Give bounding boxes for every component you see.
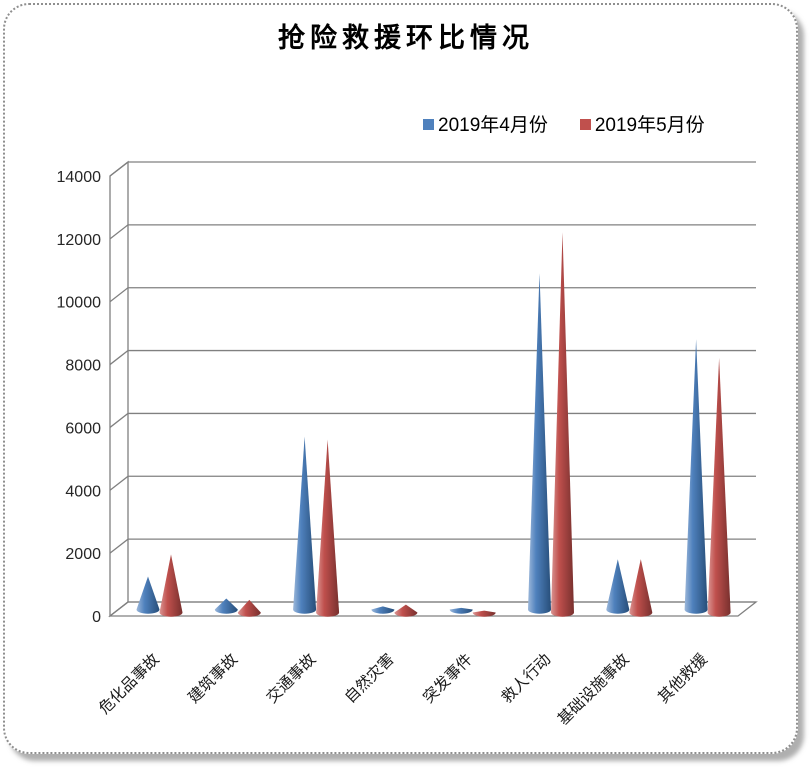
y-axis-label-12000: 12000 [57,232,102,249]
cone-series1-交通事故 [316,439,340,617]
y-tick-6000 [109,412,129,428]
y-tick-12000 [109,224,129,240]
y-tick-4000 [109,475,129,491]
y-axis-label-6000: 6000 [65,420,101,437]
cone-series0-其他救援 [684,339,708,614]
chart-title: 抢险救援环比情况 [278,23,534,54]
cone-series0-交通事故 [293,436,317,614]
x-axis-label-6: 基础设施事故 [554,650,632,728]
cone-series1-其他救援 [707,357,731,617]
cone-series1-救人行动 [551,232,574,617]
y-tick-14000 [109,161,129,177]
cone-series0-基础设施事故 [606,559,630,614]
cone-series1-危化品事故 [159,554,183,617]
left-wall [109,160,129,618]
legend: 2019年4月份 2019年5月份 [423,110,705,137]
cone-series1-基础设施事故 [629,559,653,617]
x-axis-label-3: 自然灾害 [341,650,398,707]
legend-swatch-icon [423,119,434,130]
x-axis-label-2: 交通事故 [263,650,320,707]
cone-series1-建筑事故 [237,599,261,617]
y-axis-label-10000: 10000 [57,295,102,312]
legend-swatch-icon [579,119,591,130]
cone-series0-建筑事故 [214,598,238,614]
axis-labels: 0 2000 4000 6000 8000 10000 12000 14000 危化品事故 建筑事… [57,169,712,729]
x-axis-label-1: 建筑事故 [185,650,242,707]
cone-series0-危化品事故 [136,576,160,614]
floor [108,601,758,617]
y-axis-label-8000: 8000 [65,358,101,375]
y-tick-10000 [109,287,129,303]
legend-label: 2019年4月份 [438,115,548,136]
cone-series0-救人行动 [528,273,551,614]
x-axis-label-4: 突发事件 [419,650,476,707]
y-axis-label-4000: 4000 [65,483,101,500]
legend-label: 2019年5月份 [594,115,705,136]
cone-series1-突发事件 [472,610,496,617]
chart-frame-border [3,3,798,754]
cone-series0-突发事件 [449,607,473,614]
x-axis-label-7: 其他救援 [654,650,711,707]
y-tick-0 [109,601,129,617]
cone-series0-自然灾害 [371,606,395,614]
legend-item-1: 2019年5月份 [579,110,705,137]
data-cones [136,232,731,617]
legend-item-0: 2019年4月份 [423,110,548,137]
cone-series1-自然灾害 [394,604,418,617]
x-axis-label-0: 危化品事故 [95,650,163,718]
plot-walls [108,160,758,618]
y-tick-8000 [109,350,129,366]
gridlines [109,161,756,617]
y-axis-label-2000: 2000 [65,546,101,563]
y-axis-label-14000: 14000 [57,169,102,186]
y-axis-label-0: 0 [92,609,101,626]
y-tick-2000 [109,538,129,554]
x-axis-label-5: 救人行动 [498,650,555,707]
